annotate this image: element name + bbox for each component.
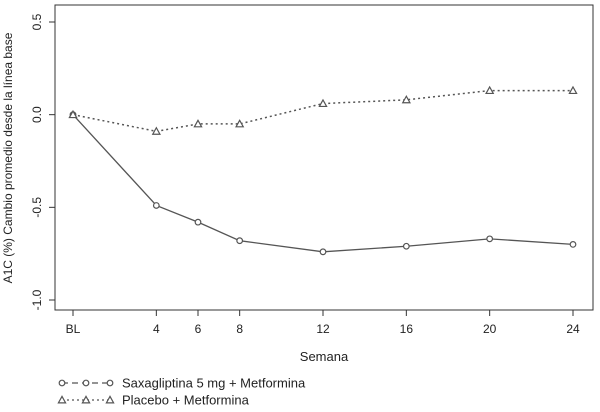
data-point <box>68 109 78 119</box>
legend-marker <box>105 395 115 404</box>
x-axis: BL 4 6 8 12 16 20 24 <box>66 309 580 336</box>
data-point <box>485 85 495 95</box>
legend-marker <box>81 395 91 404</box>
legend-marker <box>58 379 66 387</box>
y-tick-label: -1.0 <box>30 289 44 310</box>
y-tick-label: 0.0 <box>30 106 44 123</box>
x-tick-label: BL <box>66 322 81 336</box>
plot-frame <box>54 4 594 311</box>
legend: Saxagliptina 5 mg + Metformina Placebo + … <box>57 376 306 408</box>
legend-marker <box>106 379 114 387</box>
series-placebo <box>68 85 578 135</box>
x-tick-label: 24 <box>566 322 580 336</box>
series-line <box>72 89 573 133</box>
x-axis-label: Semana <box>300 349 349 364</box>
data-point <box>152 202 160 209</box>
data-point <box>318 98 328 108</box>
series-layer <box>68 85 578 256</box>
x-tick-label: 20 <box>483 322 497 336</box>
legend-label: Placebo + Metformina <box>122 393 250 408</box>
data-point <box>194 218 202 226</box>
x-tick-label: 12 <box>316 322 330 336</box>
legend-label: Saxagliptina 5 mg + Metformina <box>122 376 306 391</box>
legend-marker <box>82 379 90 387</box>
series-line <box>72 114 574 253</box>
data-point <box>568 85 578 95</box>
data-point <box>235 119 245 128</box>
data-point <box>569 240 577 248</box>
data-point <box>319 248 327 256</box>
y-tick-label: 0.5 <box>30 13 44 30</box>
data-point <box>236 237 244 245</box>
y-tick-label: -0.5 <box>30 197 44 218</box>
x-tick-label: 4 <box>153 322 160 336</box>
data-point <box>486 235 494 243</box>
data-point <box>402 242 410 250</box>
data-point <box>151 126 161 135</box>
y-axis-label: A1C (%) Cambio promedio desde la línea b… <box>1 32 15 283</box>
x-tick-label: 16 <box>400 322 414 336</box>
data-point <box>193 119 203 128</box>
x-tick-label: 8 <box>236 322 243 336</box>
y-axis: 0.5 0.0 -0.5 -1.0 <box>30 13 56 310</box>
legend-marker <box>57 395 67 404</box>
series-saxagliptina <box>69 111 577 256</box>
x-tick-label: 6 <box>195 322 202 336</box>
data-point <box>401 95 411 104</box>
